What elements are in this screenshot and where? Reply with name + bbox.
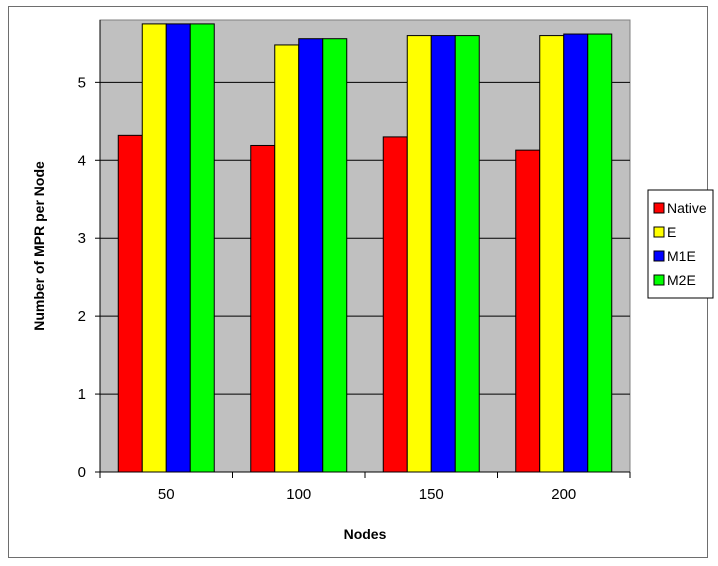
y-axis-title: Number of MPR per Node: [31, 161, 47, 331]
y-tick-label-5: 5: [78, 74, 86, 91]
bar-m1e-100: [298, 38, 324, 473]
y-tick-label-2: 2: [78, 308, 86, 325]
bar-native-50: [117, 134, 143, 473]
x-axis-title: Nodes: [344, 526, 387, 542]
bar-e-100: [274, 44, 300, 473]
bar-native-200: [515, 149, 541, 473]
bar-m1e-200: [563, 33, 589, 473]
y-tick-label-3: 3: [78, 230, 86, 247]
x-tick-label-200: 200: [551, 486, 576, 503]
bar-native-150: [382, 136, 408, 473]
y-tick-label-1: 1: [78, 386, 86, 403]
axes: [95, 20, 631, 478]
bar-m2e-200: [587, 33, 613, 473]
legend-swatch-m1e: [653, 250, 665, 262]
bar-native-100: [250, 144, 276, 473]
x-tick-labels: 50 100 150 200: [158, 486, 576, 503]
bar-m2e-100: [322, 38, 348, 473]
bar-e-200: [539, 35, 565, 473]
legend-swatch-native: [653, 202, 665, 214]
legend-label-e: E: [667, 224, 676, 240]
bar-m1e-150: [430, 35, 456, 473]
legend-label-native: Native: [667, 200, 707, 216]
legend: Native E M1E M2E: [647, 189, 714, 299]
y-tick-label-0: 0: [78, 464, 86, 481]
y-tick-label-4: 4: [78, 152, 86, 169]
bars: [117, 23, 613, 473]
bar-m2e-150: [454, 35, 480, 473]
bar-m2e-50: [189, 23, 215, 473]
legend-label-m1e: M1E: [667, 248, 696, 264]
bar-e-150: [406, 35, 432, 473]
x-tick-label-150: 150: [419, 486, 444, 503]
legend-swatch-m2e: [653, 274, 665, 286]
x-tick-label-100: 100: [286, 486, 311, 503]
bar-e-50: [141, 23, 167, 473]
x-tick-label-50: 50: [158, 486, 175, 503]
y-tick-labels: 0 1 2 3 4 5: [78, 74, 86, 481]
bar-m1e-50: [165, 23, 191, 473]
legend-swatch-e: [653, 226, 665, 238]
legend-label-m2e: M2E: [667, 272, 696, 288]
